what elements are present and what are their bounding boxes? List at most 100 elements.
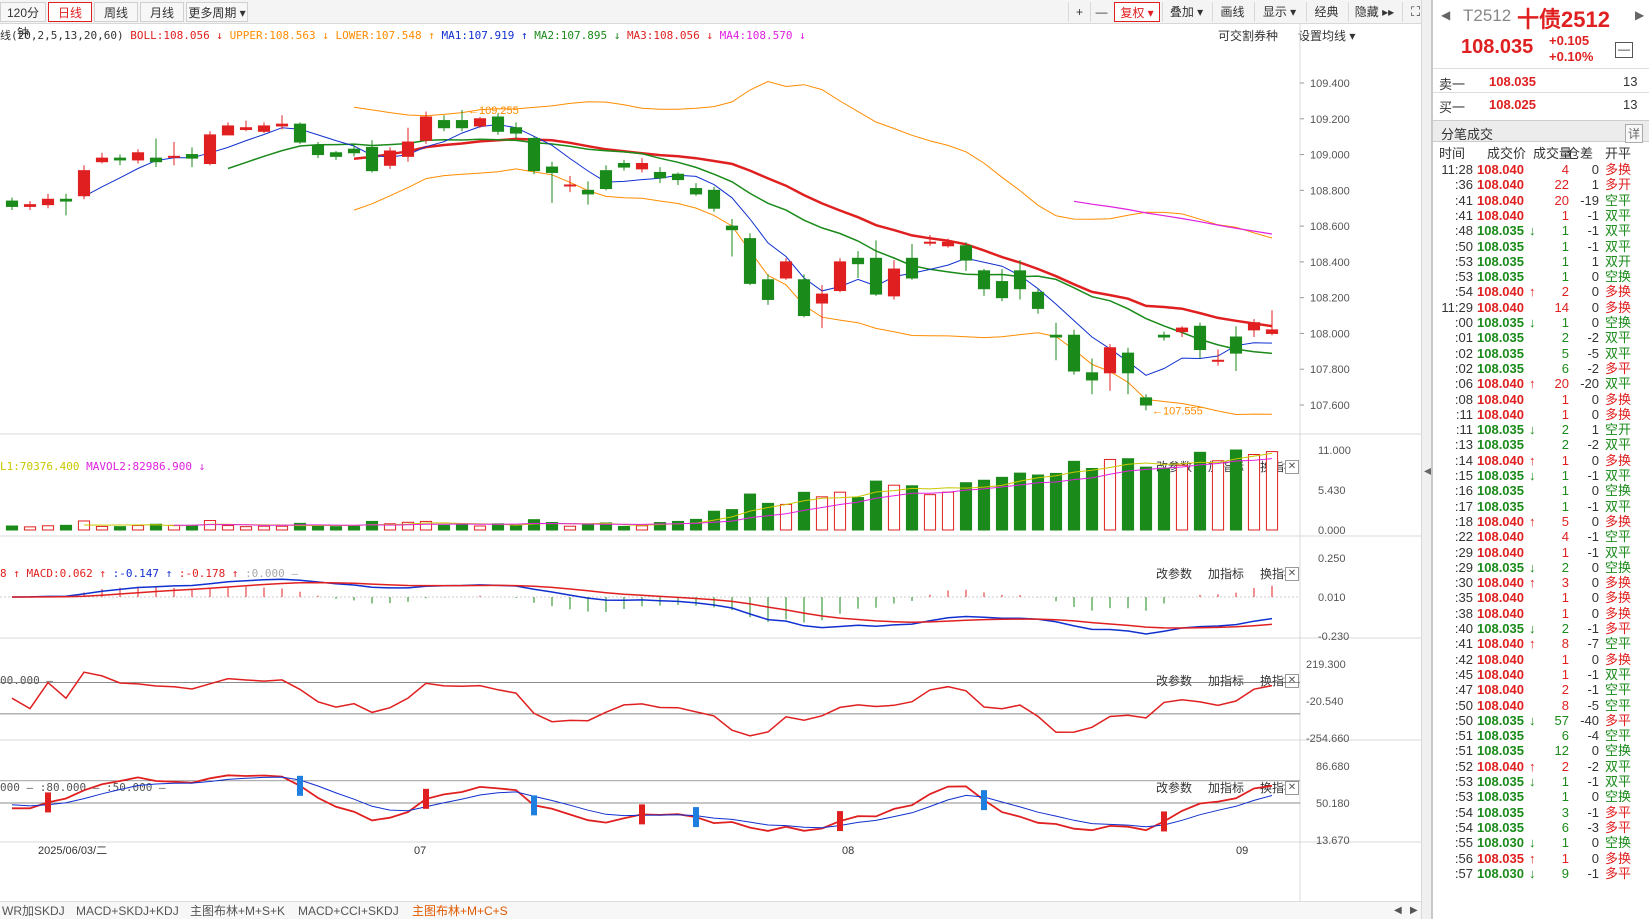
add-indicator-button[interactable]: 加指标	[1208, 674, 1245, 688]
volume-bar	[293, 522, 307, 531]
close-panel-icon[interactable]: ✕	[1285, 674, 1299, 688]
tick-type: 双平	[1605, 544, 1632, 560]
kline-chart[interactable]: 109.400 109.200 109.000 108.800 108.600 108.4…	[0, 24, 1421, 901]
tick-price: 108.035	[1477, 819, 1524, 835]
tick-volume: 4	[1561, 529, 1569, 545]
zoom-out-button[interactable]: —	[1090, 2, 1112, 22]
tick-price: 108.035	[1477, 468, 1524, 483]
candle-body	[887, 268, 901, 297]
tick-price: 108.040	[1477, 452, 1524, 468]
tick-position-diff: 0	[1591, 406, 1599, 422]
template-tab[interactable]: 主图布林+M+S+K	[190, 904, 286, 918]
candle-body	[167, 155, 181, 158]
tick-time: :47	[1454, 682, 1473, 698]
tick-row: :01 108.035 2 -2 双平	[1437, 330, 1649, 346]
macd-dif-line	[11, 578, 1273, 635]
minimize-icon[interactable]: —	[1615, 42, 1633, 58]
tick-row: :06 108.040 ↑ 20 -20 双平	[1437, 376, 1649, 392]
legend-item: MAVOL2:82986.900 ↓	[86, 460, 206, 473]
template-tab[interactable]: MACD+SKDJ+KDJ	[76, 904, 179, 918]
scroll-left-icon[interactable]: ◀	[1394, 905, 1402, 916]
add-indicator-button[interactable]: 加指标	[1208, 567, 1245, 581]
panel-splitter[interactable]: ◀	[1421, 0, 1432, 919]
draw-line-button[interactable]: 画线	[1212, 2, 1252, 22]
ticks-detail-button[interactable]: 详	[1625, 124, 1644, 143]
tick-price: 108.035	[1477, 559, 1524, 575]
edit-params-button[interactable]: 改参数	[1156, 674, 1193, 688]
tick-price: 108.040	[1477, 590, 1524, 606]
volume-legend: L1:70376.400 MAVOL2:82986.900 ↓	[0, 459, 205, 475]
tick-position-diff: 0	[1591, 789, 1599, 805]
candle-body	[1121, 352, 1135, 374]
tick-volume: 1	[1561, 651, 1569, 667]
collapse-icon[interactable]: ◀	[1424, 466, 1432, 477]
tick-position-diff: -5	[1587, 345, 1599, 361]
deliverable-bonds-button[interactable]: 可交割券种	[1218, 29, 1279, 43]
set-ma-button[interactable]: 设置均线 ▾	[1298, 29, 1356, 43]
tick-row: :53 108.035 ↓ 1 -1 双平	[1437, 774, 1649, 790]
tick-type: 多换	[1605, 162, 1632, 177]
tick-price: 108.035	[1477, 743, 1524, 759]
display-button[interactable]: 显示 ▾	[1254, 2, 1304, 22]
tick-row: :52 108.040 ↑ 2 -2 双平	[1437, 759, 1649, 775]
tab-more-periods[interactable]: 更多周期 ▾	[186, 2, 248, 22]
volume-bar	[41, 525, 55, 531]
prev-contract-icon[interactable]: ◀	[1441, 8, 1451, 22]
tick-time: :53	[1454, 789, 1473, 805]
tab-monthly[interactable]: 月线	[140, 2, 184, 22]
date-cursor-label: 2025/06/03/二	[38, 845, 107, 857]
kdj-cross-marker	[837, 811, 843, 832]
tick-price: 108.035	[1477, 437, 1524, 453]
candle-body	[95, 157, 109, 163]
volume-bar	[1031, 474, 1045, 531]
template-tab[interactable]: MACD+CCI+SKDJ	[298, 904, 399, 918]
close-panel-icon[interactable]: ✕	[1285, 781, 1299, 795]
tab-120min[interactable]: 120分钟	[0, 2, 46, 40]
tick-type: 多换	[1605, 575, 1632, 591]
adjust-button[interactable]: 复权 ▾	[1114, 2, 1160, 22]
template-tab[interactable]: WR加SKDJ	[2, 904, 65, 918]
tick-row: :15 108.035 ↓ 1 -1 双平	[1437, 468, 1649, 484]
add-indicator-button[interactable]: 加指标	[1208, 781, 1245, 795]
tick-price: 108.040	[1477, 162, 1524, 177]
tick-price: 108.040	[1477, 177, 1524, 193]
tick-volume: 57	[1554, 712, 1569, 728]
tick-price: 108.040	[1477, 636, 1524, 652]
next-contract-icon[interactable]: ▶	[1635, 8, 1645, 22]
tab-weekly[interactable]: 周线	[94, 2, 138, 22]
candle-body	[275, 123, 289, 127]
tick-time: :29	[1454, 544, 1473, 560]
tick-volume: 14	[1554, 299, 1569, 315]
tick-price: 108.040	[1477, 513, 1524, 529]
tab-daily[interactable]: 日线	[48, 2, 92, 22]
price-tick-label: 109.200	[1310, 114, 1350, 126]
close-panel-icon[interactable]: ✕	[1285, 567, 1299, 581]
tick-type: 空平	[1605, 529, 1632, 545]
overlay-button[interactable]: 叠加 ▾	[1162, 2, 1210, 22]
tick-type: 双开	[1605, 253, 1632, 269]
hide-button[interactable]: 隐藏 ▸▸	[1348, 2, 1400, 22]
candle-body	[41, 198, 55, 206]
template-tab[interactable]: 主图布林+M+C+S	[412, 904, 508, 918]
edit-params-button[interactable]: 改参数	[1156, 567, 1193, 581]
candle-body	[491, 116, 505, 132]
zoom-in-button[interactable]: +	[1068, 2, 1090, 22]
sell1-volume: 13	[1623, 74, 1638, 89]
price-tick-label: 109.400	[1310, 78, 1350, 90]
classic-button[interactable]: 经典	[1306, 2, 1346, 22]
tick-volume: 1	[1561, 223, 1569, 239]
fullscreen-icon[interactable]: ⛶	[1402, 2, 1428, 22]
scroll-right-icon[interactable]: ▶	[1410, 905, 1418, 916]
candle-body	[581, 189, 595, 195]
tick-price: 108.040	[1477, 529, 1524, 545]
tick-position-diff: 0	[1591, 835, 1599, 851]
close-panel-icon[interactable]: ✕	[1285, 460, 1299, 474]
macd-dea-line	[12, 581, 1273, 629]
volume-bar	[635, 525, 649, 531]
tick-time: :41	[1454, 192, 1473, 208]
tick-volume: 1	[1561, 315, 1569, 330]
tick-volume: 1	[1561, 835, 1569, 851]
candle-body	[1085, 372, 1099, 381]
edit-params-button[interactable]: 改参数	[1156, 781, 1193, 795]
tick-position-diff: -1	[1587, 468, 1599, 483]
